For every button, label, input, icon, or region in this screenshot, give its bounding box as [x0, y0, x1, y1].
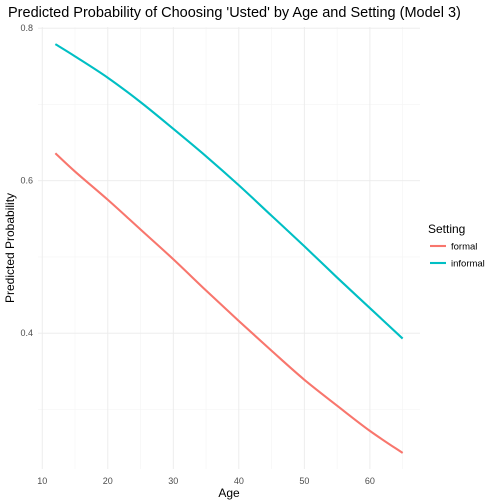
- series-line-formal: [54, 152, 404, 454]
- y-tick-label: 0.6: [20, 176, 33, 186]
- x-tick-label: 10: [37, 476, 47, 486]
- x-tick-labels: 10 20 30 40 50 60: [37, 476, 375, 486]
- series-lines: [54, 43, 404, 454]
- y-axis-title: Predicted Probability: [3, 193, 17, 303]
- grid: [38, 27, 420, 469]
- legend: Setting formal informal: [428, 222, 485, 270]
- y-tick-label: 0.4: [20, 328, 33, 338]
- x-axis-title: Age: [218, 486, 240, 500]
- x-tick-label: 40: [234, 476, 244, 486]
- chart-title: Predicted Probability of Choosing 'Usted…: [8, 5, 461, 21]
- x-tick-label: 20: [103, 476, 113, 486]
- y-tick-label: 0.8: [20, 23, 33, 33]
- legend-items: formal informal: [430, 242, 485, 270]
- series-line-informal: [54, 43, 404, 340]
- x-tick-label: 50: [299, 476, 309, 486]
- y-tick-labels: 0.4 0.6 0.8: [20, 23, 33, 338]
- x-tick-label: 30: [168, 476, 178, 486]
- legend-title: Setting: [428, 222, 465, 236]
- legend-label-formal: formal: [451, 242, 477, 253]
- x-tick-label: 60: [365, 476, 375, 486]
- legend-label-informal: informal: [451, 259, 485, 270]
